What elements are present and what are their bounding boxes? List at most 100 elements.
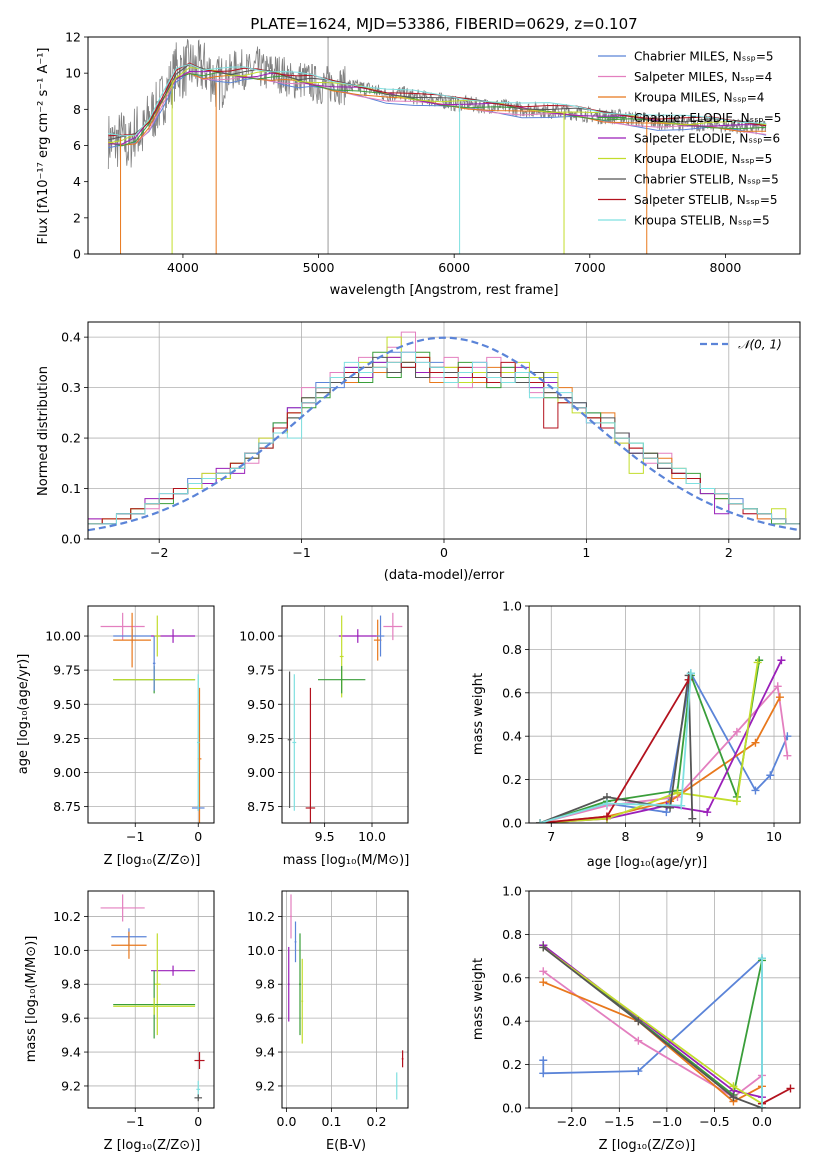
mass-z-ytick-label: 9.4	[61, 1045, 81, 1060]
mass-z-ytick-label: 10.0	[53, 943, 81, 958]
mw-age-ytick-label: 0.8	[502, 642, 522, 657]
mass-weight-marker	[732, 797, 741, 806]
residual-xtick-label: −1	[292, 545, 310, 560]
legend-entry: Kroupa MILES, Nₛₛₚ=4	[634, 91, 764, 105]
mw-z-marks	[539, 941, 795, 1108]
mass-z-frame	[87, 890, 215, 1109]
mw-age-ytick-label: 0.2	[502, 772, 522, 787]
mw-z-frame	[528, 890, 801, 1109]
mw-age-ylabel: mass weight	[471, 673, 486, 755]
normal-distribution-curve	[88, 336, 800, 532]
age-z-ytick-label: 9.00	[53, 765, 81, 780]
mass-weight-marker	[673, 788, 682, 797]
mw-z-ytick-label: 1.0	[502, 884, 522, 899]
mw-age-ytick-label: 0.6	[502, 685, 522, 700]
mass-weight-marker	[786, 1084, 795, 1093]
mass-weight-line	[539, 670, 789, 823]
age-z-ylabel: age [log₁₀(age/yr)]	[16, 654, 31, 775]
mw-z-xtick-label: 0.0	[752, 1114, 772, 1129]
mass-z-ytick-label: 9.6	[61, 1011, 81, 1026]
spectrum-xtick-label: 6000	[438, 260, 470, 275]
age-mass-ytick-label: 9.75	[247, 663, 275, 678]
mass-weight-line	[539, 660, 761, 823]
mw-z-xtick-label: −2.0	[557, 1114, 587, 1129]
spectrum-xtick-label: 5000	[303, 260, 335, 275]
mw-age-marks	[536, 656, 792, 823]
mass-z-xlabel: Z [log₁₀(Z/Z⊙)]	[104, 1138, 201, 1153]
spectrum-xtick-label: 4000	[167, 260, 199, 275]
mw-z-ytick-label: 0.4	[502, 1014, 522, 1029]
mass-ebv-xtick-label: 0.2	[367, 1114, 387, 1129]
mass-weight-marker	[688, 814, 697, 823]
spectrum-xtick-label: 7000	[574, 260, 606, 275]
mw-z-ytick-label: 0.2	[502, 1057, 522, 1072]
age-mass-ytick-label: 9.50	[247, 697, 275, 712]
mass-ebv-ytick-label: 9.8	[255, 977, 275, 992]
mass-weight-marker	[753, 658, 762, 667]
mass-weight-marker	[757, 954, 766, 963]
age-z-ytick-label: 9.25	[53, 731, 81, 746]
mw-age-xtick-label: 9	[696, 829, 704, 844]
residual-frame	[87, 321, 801, 540]
age-z-ytick-label: 8.75	[53, 799, 81, 814]
mw-z-axes: −2.0 −1.5 −1.0 −0.5 0.0 0.0 0.2 0.4 0.6 0.8 1.0	[502, 884, 801, 1129]
mass-weight-marker	[539, 967, 548, 976]
age-z-ytick-label: 9.50	[53, 697, 81, 712]
mw-z-ylabel: mass weight	[471, 958, 486, 1040]
age-mass-axes: 9.5 10.0 8.75 9.00 9.25 9.50 9.75 10.00	[239, 605, 409, 844]
residual-ytick-label: 0.3	[61, 380, 81, 395]
mass-weight-marker	[773, 682, 782, 691]
spectrum-ytick-label: 4	[73, 174, 81, 189]
mass-ebv-ytick-label: 10.0	[247, 943, 275, 958]
residual-xlabel: (data-model)/error	[384, 568, 505, 583]
residual-xtick-label: 0	[440, 545, 448, 560]
mass-weight-marker	[783, 751, 792, 760]
mw-z-xlabel: Z [log₁₀(Z/Z⊙)]	[599, 1138, 696, 1153]
mass-weight-marker	[536, 819, 545, 823]
mass-z-axes: −1 0 9.2 9.4 9.6 9.8 10.0 10.2	[53, 890, 215, 1129]
mass-weight-line	[539, 673, 692, 823]
spectrum-legend: Chabrier MILES, Nₛₛₚ=5 Salpeter MILES, Nₛ…	[598, 50, 781, 228]
residual-marks	[88, 331, 800, 539]
spectrum-ytick-label: 2	[73, 210, 81, 225]
mass-weight-marker	[634, 1017, 643, 1026]
mass-weight-line	[540, 662, 759, 823]
spectrum-ylabel: Flux [fλ10⁻¹⁷ erg cm⁻² s⁻¹ A⁻¹]	[36, 48, 51, 245]
age-z-ytick-label: 9.75	[53, 663, 81, 678]
mass-ebv-xtick-label: 0.1	[322, 1114, 342, 1129]
mass-weight-marker	[775, 693, 784, 702]
mass-ebv-axes: 0.0 0.1 0.2 9.2 9.4 9.6 9.8 10.0 10.2	[247, 890, 409, 1129]
mass-weight-line	[542, 946, 763, 1105]
age-z-xtick-label: −1	[126, 829, 144, 844]
mass-weight-line	[542, 970, 763, 1099]
mass-ebv-ytick-label: 9.2	[255, 1078, 275, 1093]
mw-z-ytick-label: 0.8	[502, 927, 522, 942]
mw-z-ytick-label: 0.6	[502, 970, 522, 985]
mw-age-frame	[528, 605, 801, 824]
legend-entry: Salpeter STELIB, Nₛₛₚ=5	[634, 193, 778, 207]
age-mass-ytick-label: 9.25	[247, 731, 275, 746]
residual-ytick-label: 0.1	[61, 481, 81, 496]
legend-entry: Chabrier MILES, Nₛₛₚ=5	[634, 50, 774, 64]
mass-weight-marker	[602, 799, 611, 808]
mass-weight-marker	[686, 669, 695, 678]
age-mass-ytick-label: 8.75	[247, 799, 275, 814]
spectrum-title: PLATE=1624, MJD=53386, FIBERID=0629, z=0…	[250, 15, 637, 33]
mass-ebv-xtick-label: 0.0	[277, 1114, 297, 1129]
mw-age-xtick-label: 8	[622, 829, 630, 844]
mass-weight-marker	[766, 771, 775, 780]
age-z-xtick-label: 0	[194, 829, 202, 844]
legend-entry: Salpeter MILES, Nₛₛₚ=4	[634, 70, 772, 84]
age-mass-frame	[281, 605, 409, 824]
mw-age-xlabel: age [log₁₀(age/yr)]	[587, 855, 708, 870]
age-mass-ytick-label: 10.00	[239, 629, 275, 644]
age-mass-xtick-label: 9.5	[315, 829, 335, 844]
age-z-frame	[87, 605, 215, 824]
residual-ytick-label: 0.2	[61, 431, 81, 446]
mass-weight-marker	[539, 978, 548, 987]
residual-xtick-label: 2	[725, 545, 733, 560]
mass-weight-marker	[677, 801, 686, 810]
residual-axes: −2 −1 0 1 2 0.0 0.1 0.2 0.3 0.4	[61, 321, 801, 560]
